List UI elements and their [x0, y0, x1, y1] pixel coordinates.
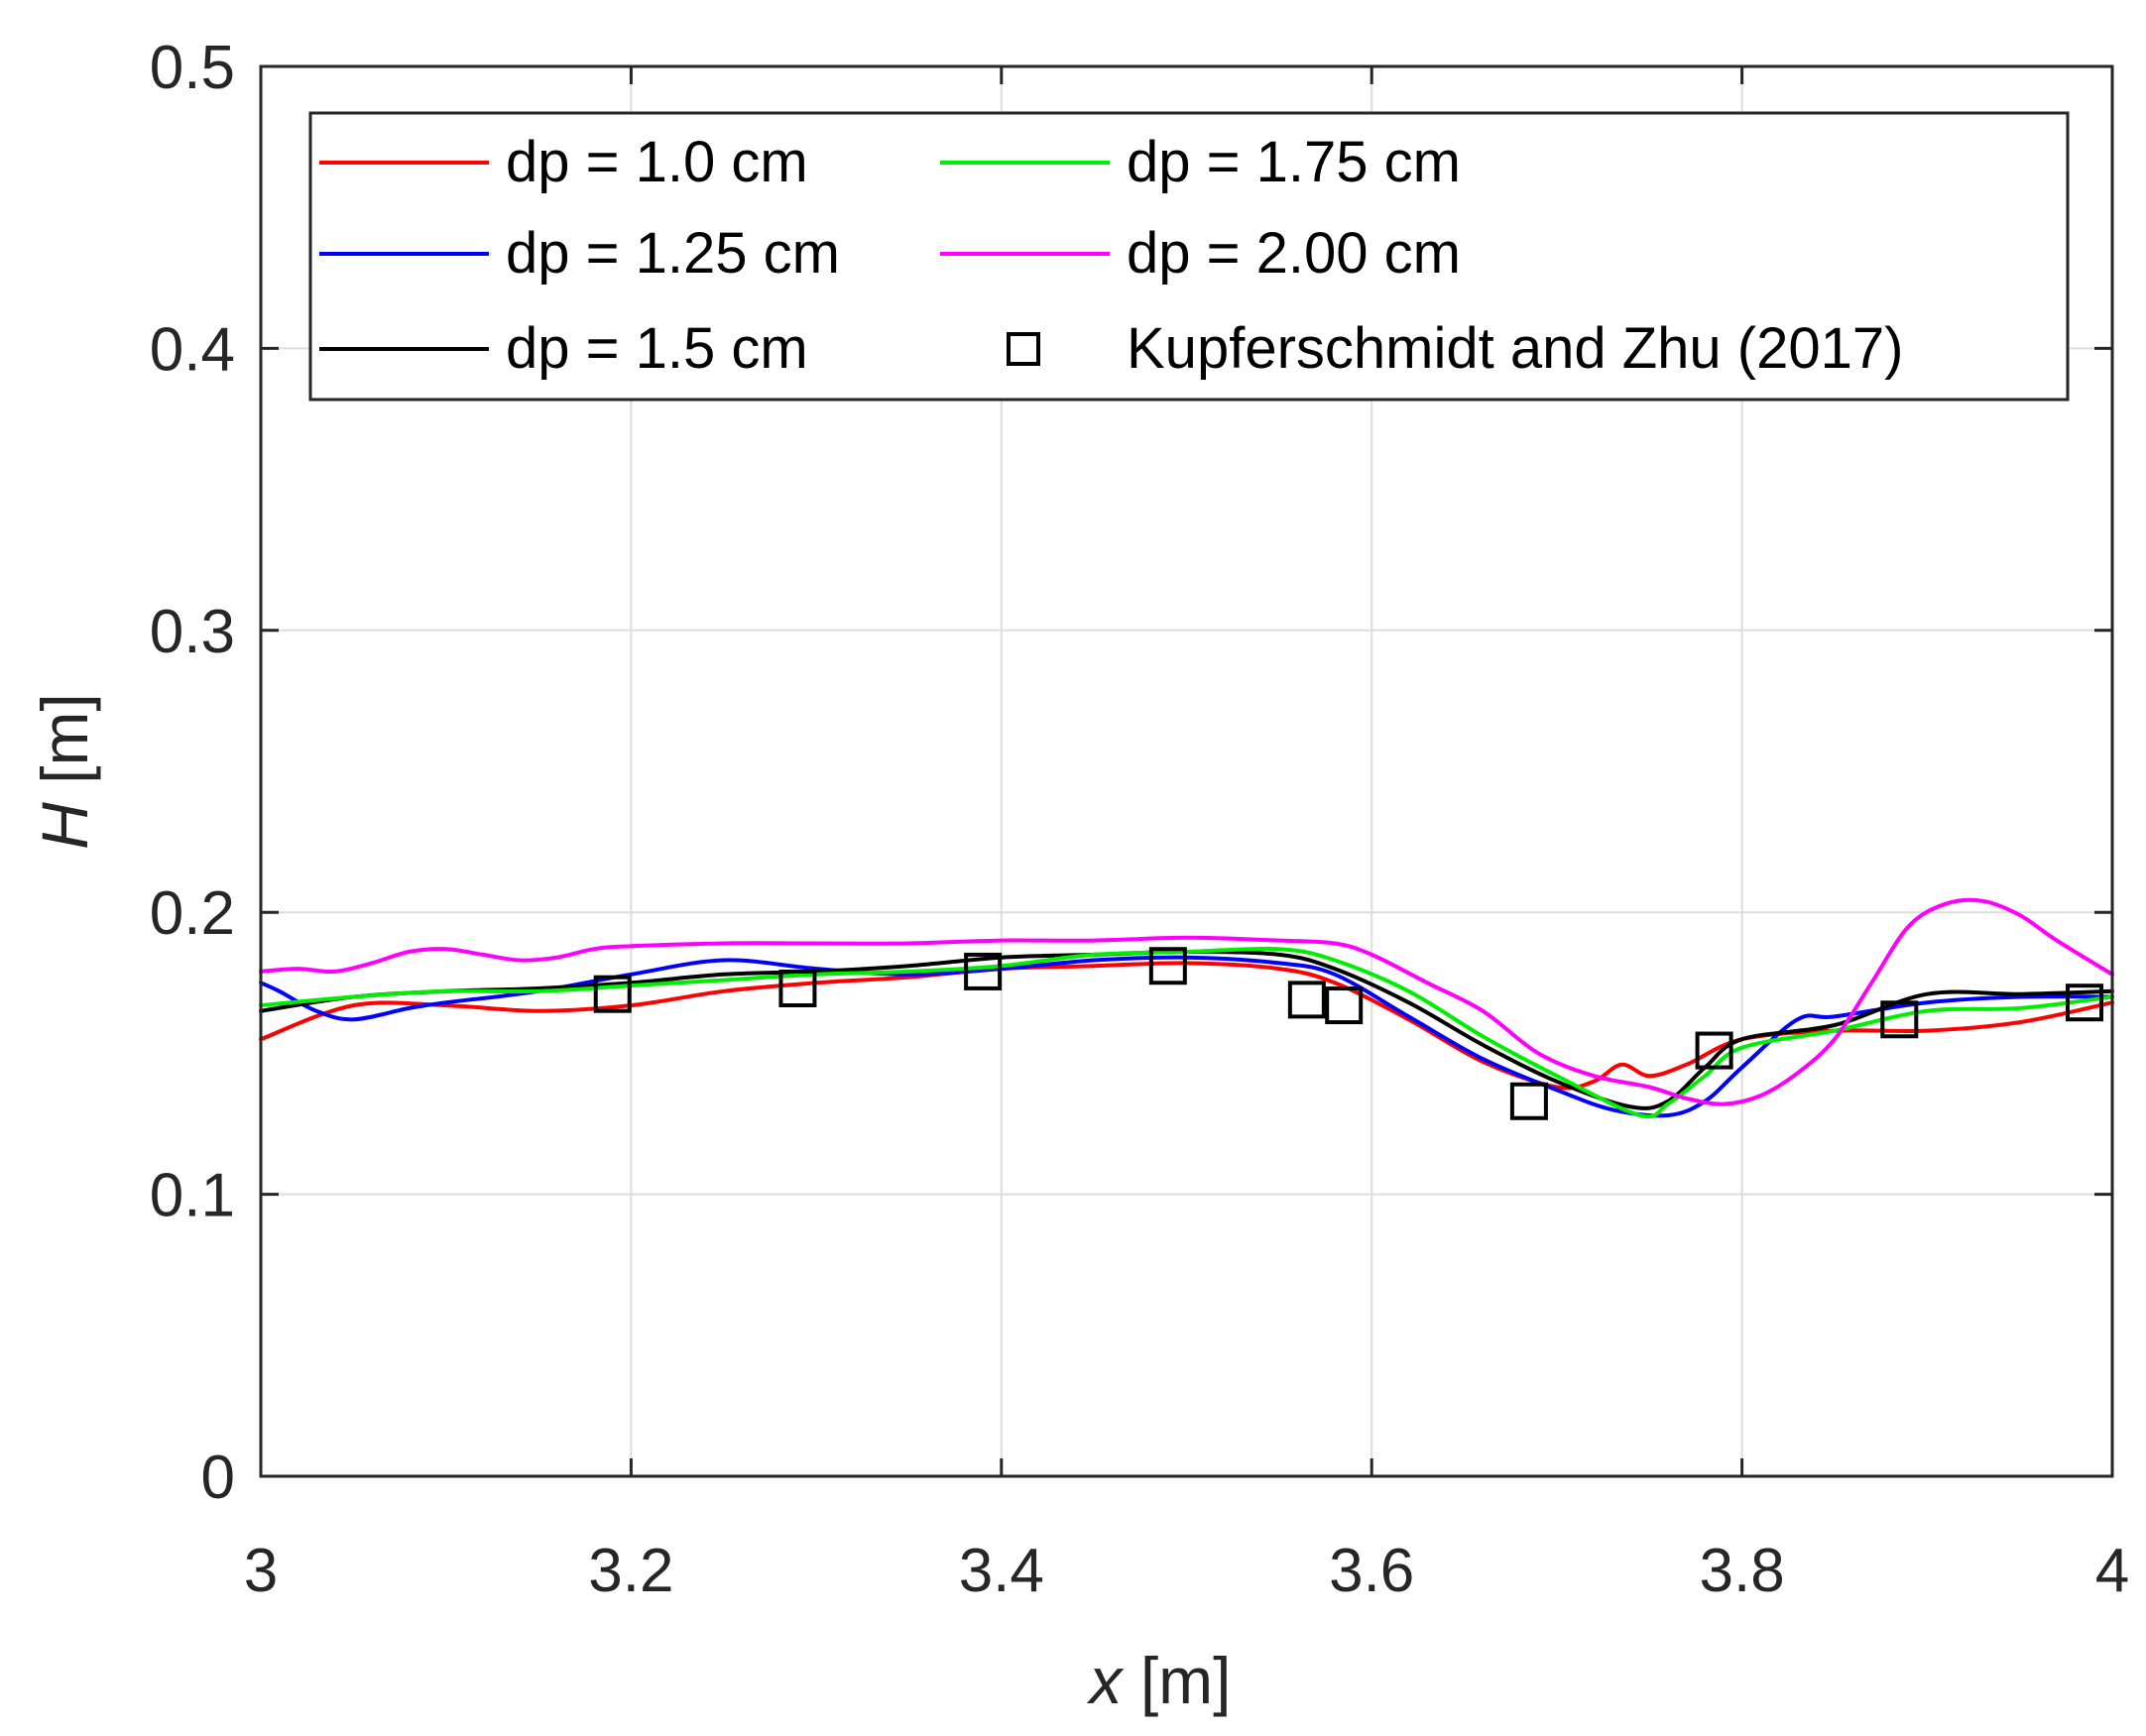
legend-label-dp-1-0: dp = 1.0 cm: [506, 130, 808, 194]
data-marker-square: [1695, 1031, 1733, 1070]
x-tick-label: 3.6: [1329, 1537, 1414, 1605]
series-line-dp-1-5: [259, 950, 2114, 1110]
data-marker-square: [1880, 1000, 1919, 1039]
data-marker-square: [1287, 981, 1326, 1019]
y-axis-unit: [m]: [28, 693, 101, 802]
y-tick-label: 0.4: [150, 315, 235, 384]
series-line-dp-1-75: [259, 946, 2114, 1119]
data-marker-square: [2065, 984, 2103, 1022]
y-axis-title: H [m]: [28, 693, 101, 850]
data-marker-square: [1148, 947, 1187, 985]
legend-label-dp-1-25: dp = 1.25 cm: [506, 221, 840, 286]
y-axis-variable: H: [28, 802, 101, 850]
y-tick-label: 0.5: [150, 34, 235, 102]
y-tick-label: 0.1: [150, 1162, 235, 1230]
x-tick-labels: 3 3.2 3.4 3.6 3.8 4: [244, 1537, 2129, 1605]
y-tick-label: 0.3: [150, 598, 235, 666]
x-tick-label: 3.4: [959, 1537, 1044, 1605]
data-markers: [593, 947, 2103, 1120]
data-marker-square: [1509, 1082, 1548, 1120]
legend: dp = 1.0 cm dp = 1.25 cm dp = 1.5 cm dp …: [308, 111, 2070, 402]
x-tick-label: 3: [244, 1537, 278, 1605]
legend-label-kupferschmidt-zhu: Kupferschmidt and Zhu (2017): [1127, 316, 1903, 381]
x-tick-label: 3.2: [588, 1537, 673, 1605]
legend-label-dp-1-5: dp = 1.5 cm: [506, 316, 808, 381]
x-axis-variable: x: [1087, 1644, 1125, 1717]
legend-label-dp-1-75: dp = 1.75 cm: [1127, 130, 1461, 194]
data-series: [259, 897, 2114, 1119]
data-marker-square: [1325, 986, 1364, 1025]
x-tick-label: 3.8: [1699, 1537, 1784, 1605]
y-tick-label: 0.2: [150, 879, 235, 948]
x-tick-label: 4: [2095, 1537, 2129, 1605]
x-axis-title: x [m]: [1087, 1644, 1232, 1717]
legend-label-dp-2-00: dp = 2.00 cm: [1127, 221, 1461, 286]
x-axis-unit: [m]: [1123, 1644, 1232, 1717]
legend-box: [308, 111, 2070, 402]
plot-frame: [259, 64, 2114, 1478]
y-tick-label: 0: [201, 1444, 235, 1512]
data-marker-square: [964, 952, 1003, 990]
series-line-dp-2-00: [259, 897, 2114, 1106]
legend-marker-square: [1007, 332, 1040, 366]
y-tick-labels: 0 0.1 0.2 0.3 0.4 0.5: [150, 34, 235, 1512]
data-marker-square: [593, 975, 632, 1013]
data-marker-square: [778, 969, 817, 1007]
